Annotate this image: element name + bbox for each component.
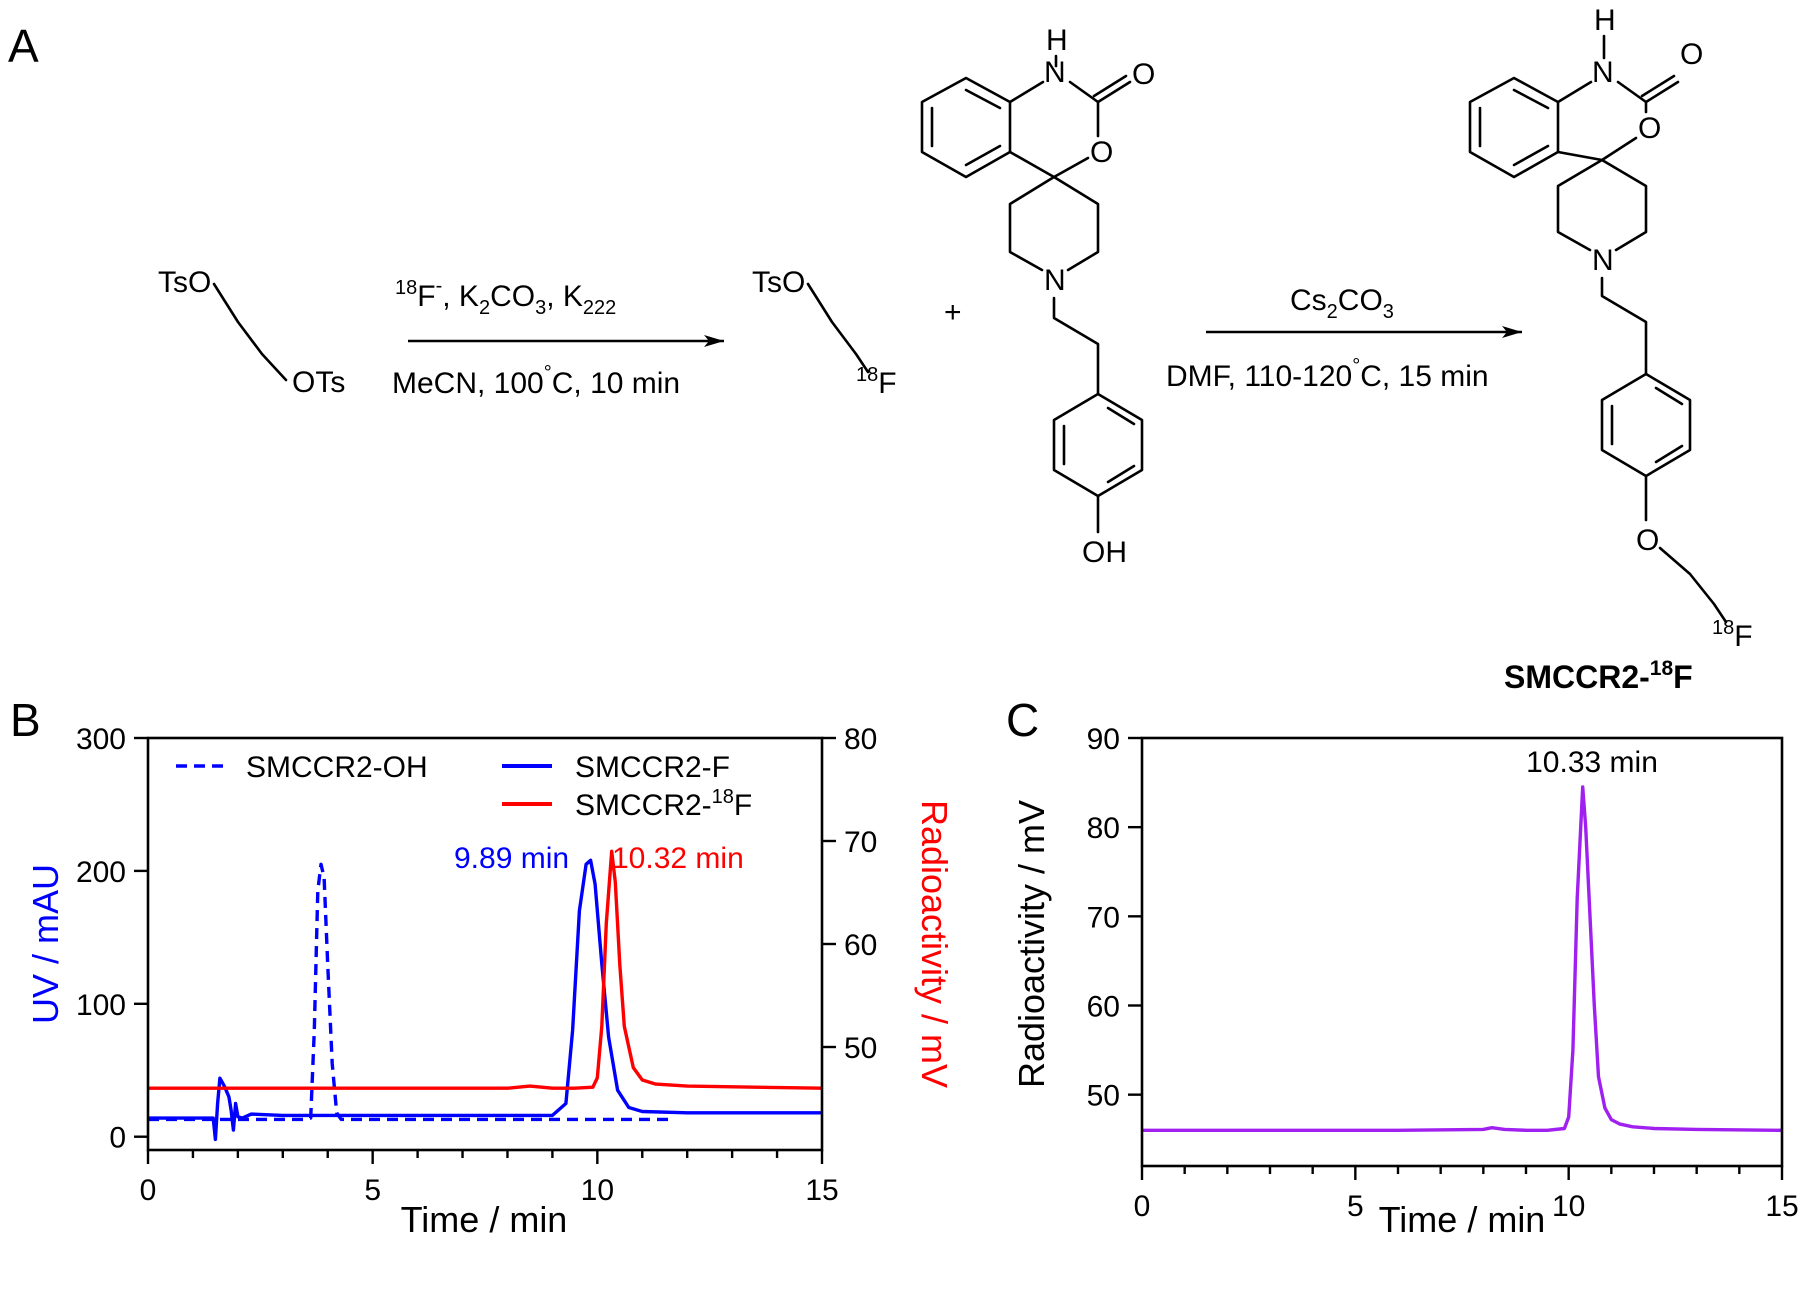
chart-b-ytick-label: 200 xyxy=(76,856,126,889)
chart-c-series-line-0 xyxy=(1142,785,1783,1133)
panel-label-a: A xyxy=(8,20,39,72)
chart-b-xtick-label: 0 xyxy=(140,1174,157,1207)
chart-c-plot-frame xyxy=(1140,736,1784,1168)
intermediate-f-label: 18F xyxy=(856,364,897,400)
chart-b-y2tick-label: 50 xyxy=(844,1032,877,1065)
chart-c-xtick-label: 5 xyxy=(1347,1190,1364,1223)
chart-c-ytick-label: 50 xyxy=(1087,1080,1120,1113)
step1-conditions: MeCN, 100°C, 10 min xyxy=(392,362,680,400)
chart-c-ytick-label: 70 xyxy=(1087,901,1120,934)
product-benzene xyxy=(1468,76,1560,179)
chart-b-y2tick-label: 70 xyxy=(844,826,877,859)
precursor-piperidine-n: N xyxy=(1044,264,1066,297)
product-piperidine-left xyxy=(1556,158,1604,252)
chart-b-series-line-2 xyxy=(148,849,823,1090)
chart-c-ytick-label: 80 xyxy=(1087,812,1120,845)
chart-b-y2label: Radioactivity / mV xyxy=(914,800,955,1088)
product-nh-label: H xyxy=(1594,4,1616,37)
chart-b-xtick-label: 10 xyxy=(581,1174,614,1207)
intermediate-fluoroethyl-tosylate: TsO 18F xyxy=(752,266,897,400)
chart-c-xtick-label: 10 xyxy=(1552,1190,1585,1223)
product-piperidine-n: N xyxy=(1592,244,1614,277)
chart-b-xlabel: Time / min xyxy=(401,1199,568,1240)
legend-label-oh: SMCCR2-OH xyxy=(246,751,428,784)
chart-b-y2tick-label: 60 xyxy=(844,929,877,962)
reactant-ots-label: OTs xyxy=(292,366,345,399)
chart-b-xtick-label: 5 xyxy=(364,1174,381,1207)
chart-c-xlabel: Time / min xyxy=(1379,1199,1546,1240)
precursor-ring-o: O xyxy=(1090,136,1113,169)
chart-c-ytick-label: 90 xyxy=(1087,723,1120,756)
panel-label-c: C xyxy=(1006,694,1039,746)
product-ethyl-linker xyxy=(1600,276,1648,376)
precursor-n-label: N xyxy=(1044,56,1066,89)
chart-b-ytick-label: 300 xyxy=(76,723,126,756)
chart-c-annotation-10-33: 10.33 min xyxy=(1526,746,1658,779)
precursor-piperidine-left xyxy=(1008,175,1056,272)
intermediate-tso-label: TsO xyxy=(752,266,805,299)
product-molecule: N H O O N O 18F SMCCR2-18F xyxy=(1468,4,1753,695)
step1: 18F-, K2CO3, K222 MeCN, 100°C, 10 min xyxy=(392,275,724,400)
chart-b-y2tick-label: 80 xyxy=(844,723,877,756)
product-ring-o: O xyxy=(1638,112,1661,145)
precursor-carbonyl-o: O xyxy=(1132,58,1155,91)
chart-b-series-line-1 xyxy=(148,858,822,1142)
product-phenyl-ring xyxy=(1600,372,1692,478)
panel-label-b: B xyxy=(10,694,41,746)
intermediate-chain xyxy=(806,282,870,374)
step2-reagent: Cs2CO3 xyxy=(1290,284,1394,323)
step1-reagents: 18F-, K2CO3, K222 xyxy=(395,275,616,319)
chart-c: 0 5 10 15 50 60 70 80 90 Time / min Radioactivit… xyxy=(1011,723,1799,1240)
precursor-c-nh-bond xyxy=(1008,80,1045,104)
chart-b-legend: SMCCR2-OH SMCCR2-F SMCCR2-18F xyxy=(176,751,752,822)
chart-c-xtick-label: 0 xyxy=(1134,1190,1151,1223)
legend-label-f: SMCCR2-F xyxy=(575,751,730,784)
precursor-benzene xyxy=(920,76,1012,179)
product-f-label: 18F xyxy=(1712,617,1753,653)
product-piperidine-right xyxy=(1600,158,1648,252)
reactant-ditosylate: TsO OTs xyxy=(158,266,345,399)
reactant-chain xyxy=(212,282,288,382)
precursor-ethyl-linker xyxy=(1052,296,1100,396)
chart-c-ytick-label: 60 xyxy=(1087,991,1120,1024)
chart-b-annotation-9-89: 9.89 min xyxy=(454,842,569,875)
precursor-oh-label: OH xyxy=(1082,536,1127,569)
reactant-tso-label: TsO xyxy=(158,266,211,299)
product-ether-o: O xyxy=(1636,524,1659,557)
step2: Cs2CO3 DMF, 110-120°C, 15 min xyxy=(1166,284,1522,393)
product-n-label: N xyxy=(1592,56,1614,89)
product-carbonyl-o: O xyxy=(1680,38,1703,71)
chart-c-xtick-label: 15 xyxy=(1765,1190,1798,1223)
chart-c-ylabel: Radioactivity / mV xyxy=(1011,800,1052,1088)
legend-label-18f: SMCCR2-18F xyxy=(575,786,752,822)
precursor-phenol-ring xyxy=(1052,392,1144,498)
chart-b-ylabel: UV / mAU xyxy=(25,864,66,1024)
plus-sign: + xyxy=(944,296,962,329)
chart-b: 0 5 10 15 0 100 200 300 50 60 70 80 Time / min UV /… xyxy=(25,723,955,1240)
step2-conditions: DMF, 110-120°C, 15 min xyxy=(1166,355,1489,393)
product-name: SMCCR2-18F xyxy=(1504,657,1693,695)
chart-b-annotation-10-32: 10.32 min xyxy=(612,842,744,875)
precursor-molecule: N H O O N OH xyxy=(920,24,1155,569)
precursor-nh-label: H xyxy=(1046,24,1068,57)
chart-b-xtick-label: 15 xyxy=(805,1174,838,1207)
chart-b-ytick-label: 100 xyxy=(76,989,126,1022)
product-fluoroethyl-chain xyxy=(1658,546,1728,624)
chart-b-series-line-0 xyxy=(148,862,670,1122)
precursor-piperidine-right xyxy=(1052,175,1100,272)
chart-b-ytick-label: 0 xyxy=(109,1122,126,1155)
